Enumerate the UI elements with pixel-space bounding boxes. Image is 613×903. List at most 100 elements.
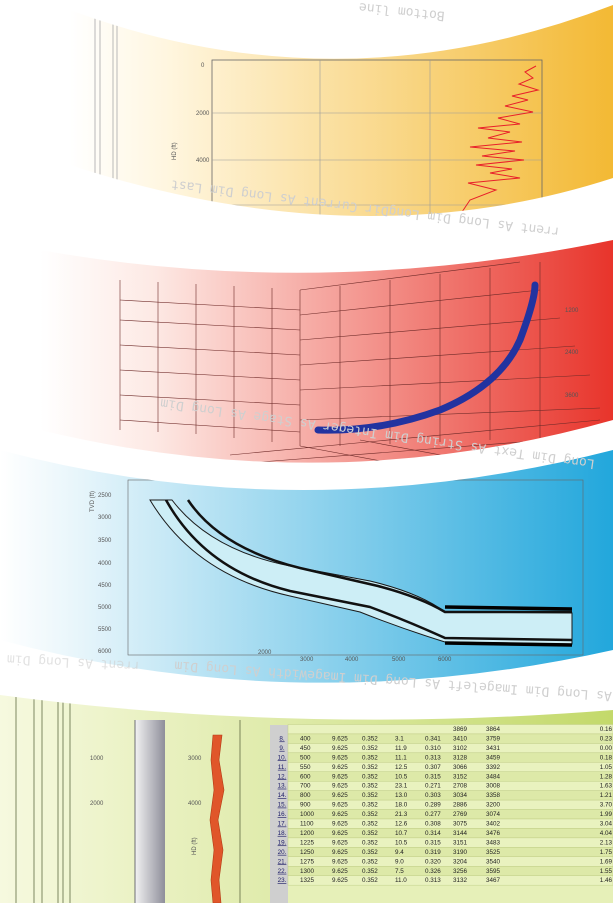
- table-row-index: 13.: [278, 783, 287, 790]
- table-cell: 3431: [486, 745, 501, 752]
- table-cell: 0.315: [425, 773, 441, 780]
- table-cell: 3074: [486, 811, 501, 818]
- table-cell: 2708: [453, 783, 468, 790]
- table-cell: 0.352: [362, 821, 378, 828]
- table-cell: 9.4: [395, 849, 404, 856]
- table-cell: 9.625: [332, 792, 348, 799]
- table-cell: 0.352: [362, 745, 378, 752]
- table-cell: 3525: [486, 849, 501, 856]
- table-cell: 0.352: [362, 849, 378, 856]
- table-row: 3869 3864 0.16: [287, 724, 613, 735]
- table-row-index: 12.: [278, 773, 287, 780]
- table-cell: 2769: [453, 811, 468, 818]
- table-cell: 9.625: [332, 802, 348, 809]
- table-cell: 3.70: [600, 802, 613, 809]
- table-cell: 0.16: [600, 726, 613, 733]
- table-cell: 3459: [486, 754, 501, 761]
- table-row-index: 23.: [278, 877, 287, 884]
- depth-label-3: 3600: [565, 393, 579, 399]
- table-cell: 3869: [453, 726, 468, 733]
- wellbore-wall-lower: [164, 499, 573, 642]
- table-row-index: 15.: [278, 802, 287, 809]
- table-cell: 3864: [486, 726, 501, 733]
- tick-p4-1: 2000: [90, 801, 104, 807]
- table-row: 14. 800 9.625 0.352 13.0 0.303 3034 3358 1.21: [278, 790, 613, 801]
- table-row-index: 16.: [278, 811, 287, 818]
- code-line-top: Bottom line: [358, 0, 445, 23]
- table-cell: 12.6: [395, 821, 408, 828]
- table-row: 10. 500 9.625 0.352 11.1 0.313 3128 3459 0.18: [278, 752, 613, 763]
- log-track-lines: [94, 5, 118, 216]
- table-cell: 12.5: [395, 764, 408, 771]
- table-cell: 1100: [300, 821, 314, 828]
- table-cell: 450: [300, 745, 311, 752]
- ytick-5500: 5500: [98, 627, 112, 633]
- table-cell: 3102: [453, 745, 468, 752]
- ytick-6000: 6000: [98, 649, 112, 655]
- table-cell: 10.5: [395, 839, 408, 846]
- ylabel-p3: TVD (ft): [90, 491, 96, 512]
- table-cell: 0.00: [600, 745, 613, 752]
- table-row: 18. 1200 9.625 0.352 10.7 0.314 3144 3476 4.04: [278, 828, 613, 839]
- table-cell: 0.352: [362, 877, 378, 884]
- table-cell: 0.352: [362, 792, 378, 799]
- table-cell: 9.625: [332, 773, 348, 780]
- grid-panel1: [212, 60, 542, 216]
- table-cell: 11.9: [395, 745, 407, 752]
- table-cell: 3034: [453, 792, 468, 799]
- table-cell: 0.308: [425, 821, 441, 828]
- table-cell: 3132: [453, 877, 468, 884]
- table-cell: 7.5: [395, 868, 404, 875]
- ylabel-p1: HD (ft): [172, 142, 178, 160]
- table-cell: 0.313: [425, 754, 441, 761]
- table-cell: 9.625: [332, 839, 348, 846]
- table-cell: 3392: [486, 764, 501, 771]
- wellbore-annulus: [149, 499, 573, 645]
- table-cell: 3144: [453, 830, 468, 837]
- table-cell: 9.625: [332, 830, 348, 837]
- table-cell: 9.625: [332, 821, 348, 828]
- table-cell: 0.352: [362, 754, 378, 761]
- table-cell: 3.1: [395, 735, 404, 742]
- table-cell: 3402: [486, 821, 501, 828]
- yticks-p3: 2500 3000 3500 4000 4500 5000 5500 6000: [98, 493, 112, 655]
- table-cell: 1.46: [600, 877, 613, 884]
- table-cell: 3484: [486, 773, 501, 780]
- trajectory-curve: [314, 281, 539, 434]
- table-cell: 3200: [486, 802, 501, 809]
- table-row: 19. 1225 9.625 0.352 10.5 0.315 3151 3483 2.13: [278, 837, 613, 848]
- table-cell: 1.63: [600, 783, 613, 790]
- table-row: 23. 1325 9.625 0.352 11.0 0.313 3132 3467 1.46: [278, 875, 613, 886]
- table-cell: 500: [300, 754, 311, 761]
- tick-p4-0: 1000: [90, 756, 104, 762]
- table-cell: 2886: [453, 802, 468, 809]
- table-cell: 11.0: [395, 877, 407, 884]
- table-cell: 0.341: [425, 735, 441, 742]
- depth-label-2: 2400: [565, 350, 579, 356]
- table-cell: 1.05: [600, 764, 613, 771]
- table-cell: 0.352: [362, 735, 378, 742]
- table-cell: 0.289: [425, 802, 441, 809]
- table-cell: 3256: [453, 868, 468, 875]
- table-row-index: 21.: [278, 858, 287, 865]
- table-cell: 0.277: [425, 811, 441, 818]
- table-cell: 0.352: [362, 839, 378, 846]
- table-row: 12. 600 9.625 0.352 10.5 0.315 3152 3484 1.28: [278, 771, 613, 782]
- table-cell: 9.625: [332, 858, 348, 865]
- table-row: 17. 1100 9.625 0.352 12.6 0.308 3075 3402 3.04: [278, 818, 613, 829]
- table-cell: 0.352: [362, 783, 378, 790]
- table-row-index: 11.: [278, 764, 287, 771]
- table-cell: 3358: [486, 792, 501, 799]
- table-cell: 9.625: [332, 849, 348, 856]
- table-cell: 0.352: [362, 858, 378, 865]
- table-index-col: [270, 725, 288, 903]
- depth-label-1: 1200: [565, 308, 579, 314]
- table-cell: 1225: [300, 839, 315, 846]
- table-row-index: 14.: [278, 792, 287, 799]
- xtick-3000: 3000: [300, 657, 314, 663]
- table-cell: 3151: [453, 839, 468, 846]
- table-cell: 2.13: [600, 839, 613, 846]
- table-cell: 1.28: [600, 773, 613, 780]
- tick-p4-3: 4000: [188, 801, 202, 807]
